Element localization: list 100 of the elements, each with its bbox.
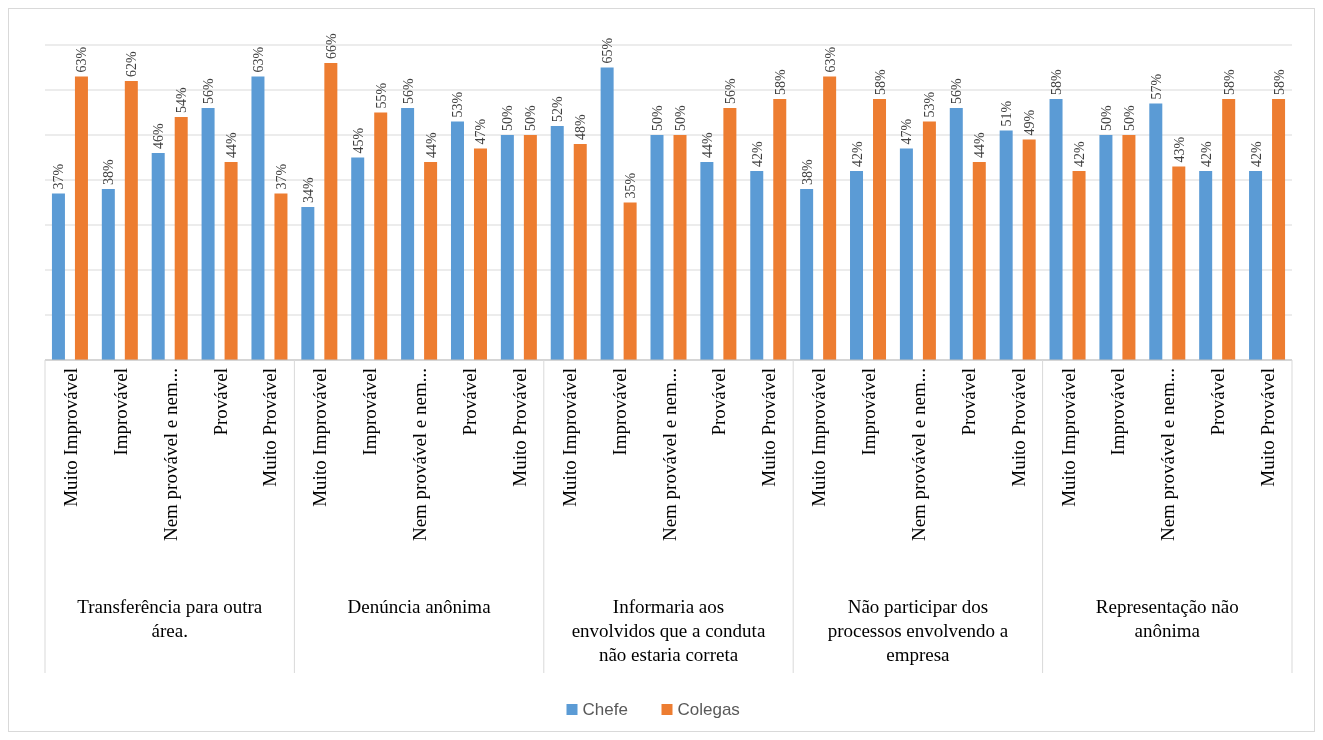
data-label: 38%	[799, 159, 815, 185]
data-label: 50%	[650, 105, 665, 131]
bar	[151, 153, 165, 360]
data-label: 42%	[749, 141, 765, 167]
data-label: 34%	[300, 177, 316, 203]
data-label: 56%	[400, 78, 416, 104]
data-label: 58%	[1049, 69, 1065, 95]
x-tick-label: Nem provável e nem...	[907, 368, 929, 542]
data-label: 50%	[523, 105, 539, 131]
data-label: 65%	[600, 37, 616, 64]
bar	[550, 126, 564, 360]
data-label: 63%	[250, 46, 266, 73]
data-label: 44%	[423, 132, 439, 158]
bar	[51, 193, 65, 360]
bar	[1222, 99, 1236, 360]
bar	[1049, 99, 1063, 360]
data-label: 37%	[51, 163, 67, 190]
data-label: 53%	[450, 91, 466, 118]
x-tick-label: Provável	[957, 368, 979, 436]
text: Informaria aos envolvidos que a conduta não estaria correta	[571, 596, 766, 665]
data-label: 58%	[772, 69, 788, 95]
bar	[673, 135, 687, 360]
x-tick-label: Muito Provável	[1257, 368, 1279, 487]
data-label: 58%	[1221, 69, 1237, 95]
bar	[523, 135, 537, 360]
data-label: 50%	[1098, 105, 1114, 131]
data-label: 56%	[201, 78, 217, 104]
data-label: 54%	[174, 87, 190, 113]
bar	[623, 202, 637, 360]
bar	[124, 81, 138, 360]
x-tick-label: Muito Provável	[259, 368, 281, 487]
x-tick-label: Muito Improvável	[558, 368, 580, 507]
data-label: 51%	[999, 100, 1015, 127]
x-tick-label: Provável	[209, 368, 231, 436]
bar	[650, 135, 664, 360]
data-label: 42%	[1248, 141, 1264, 167]
data-label: 56%	[722, 78, 738, 104]
bar	[324, 63, 338, 360]
bar	[251, 76, 265, 360]
legend-label: Chefe	[582, 700, 628, 719]
bar	[922, 121, 936, 360]
data-label: 58%	[1271, 69, 1287, 95]
x-tick-label: Nem provável e nem...	[159, 368, 181, 542]
data-label: 38%	[101, 159, 117, 185]
bar	[773, 99, 787, 360]
x-tick-label: Nem provável e nem...	[409, 368, 431, 542]
bar	[1099, 135, 1113, 360]
x-tick-label: Improvável	[359, 368, 381, 456]
data-label: 44%	[972, 132, 988, 158]
data-label: 35%	[623, 172, 639, 199]
bar	[600, 67, 614, 360]
bar	[473, 148, 487, 360]
data-label: 48%	[573, 114, 589, 140]
data-label: 37%	[273, 163, 289, 190]
bar	[1199, 171, 1213, 360]
data-label: 55%	[373, 82, 389, 109]
data-label: 63%	[822, 46, 838, 73]
bar	[800, 189, 814, 360]
x-tick-label: Improvável	[858, 368, 880, 456]
data-label: 47%	[473, 118, 489, 145]
x-tick-label: Muito Improvável	[808, 368, 830, 507]
bar	[401, 108, 415, 360]
legend-label: Colegas	[677, 700, 740, 719]
x-tick-label: Muito Improvável	[1057, 368, 1079, 507]
data-label: 44%	[224, 132, 240, 158]
data-label: 53%	[922, 91, 938, 118]
bar	[351, 157, 365, 360]
bar	[1072, 171, 1086, 360]
data-label: 58%	[872, 69, 888, 95]
bar	[723, 108, 737, 360]
data-label: 66%	[323, 33, 339, 59]
data-label: 45%	[350, 127, 366, 154]
data-label: 63%	[74, 46, 90, 73]
data-label: 49%	[1022, 109, 1038, 136]
text: Representação não anônima	[1095, 596, 1239, 641]
bar	[424, 162, 438, 360]
x-tick-label: Muito Provável	[508, 368, 530, 487]
data-label: 57%	[1148, 73, 1164, 100]
bar	[174, 117, 188, 360]
bar	[750, 171, 764, 360]
bar	[500, 135, 514, 360]
bar	[850, 171, 864, 360]
data-label: 46%	[151, 123, 167, 149]
text: Transferência para outra área.	[77, 596, 263, 641]
bar	[374, 112, 388, 360]
x-tick-label: Muito Provável	[758, 368, 780, 487]
bar	[823, 76, 837, 360]
bar	[201, 108, 215, 360]
data-label: 56%	[949, 78, 965, 104]
text: Denúncia anônima	[347, 596, 492, 617]
bar	[1149, 103, 1163, 360]
data-label: 44%	[699, 132, 715, 158]
x-tick-label: Muito Improvável	[309, 368, 331, 507]
data-label: 50%	[673, 105, 688, 131]
data-label: 62%	[124, 51, 140, 77]
data-label: 52%	[550, 96, 566, 122]
bar	[101, 189, 115, 360]
x-tick-label: Provável	[458, 368, 480, 436]
bar	[301, 207, 315, 360]
bar	[949, 108, 963, 360]
